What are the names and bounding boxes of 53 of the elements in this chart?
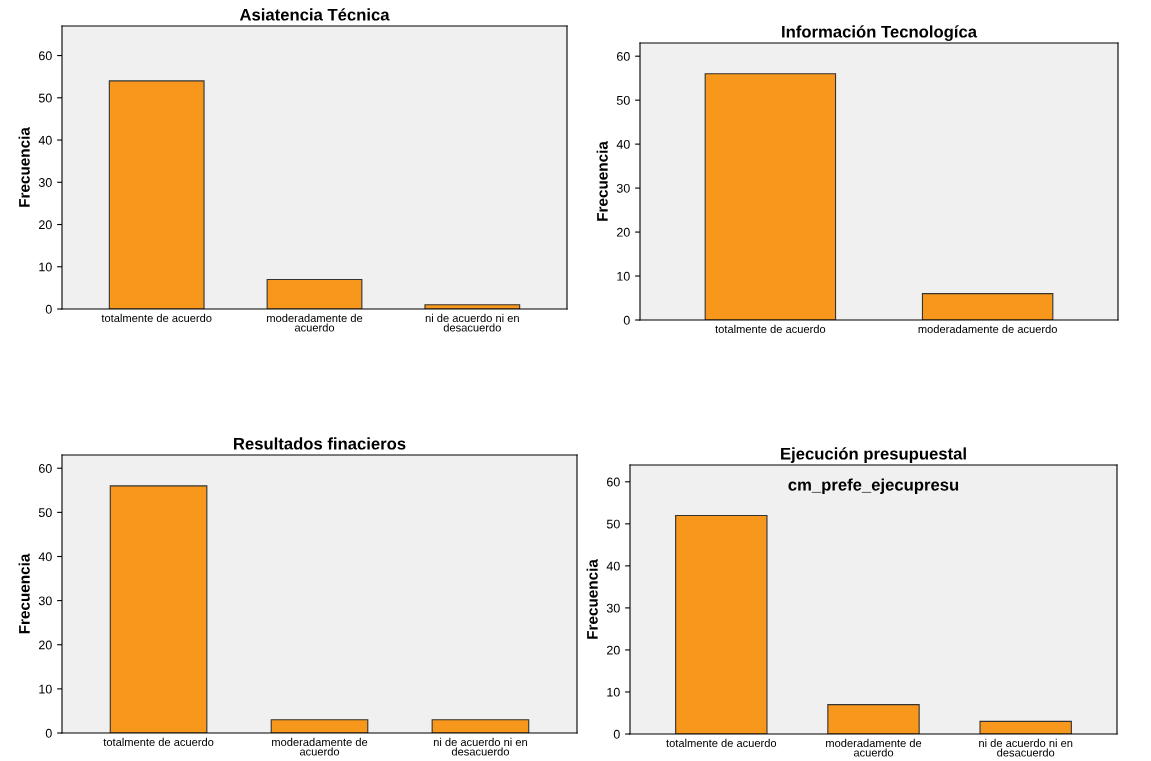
chart-title: Asiatencia Técnica (239, 8, 390, 21)
y-tick-label: 0 (45, 728, 52, 738)
x-tick-label: totalmente de acuerdo (666, 738, 777, 748)
text: cm_prefe_ejecupresu (788, 478, 959, 494)
y-tick-label: 60 (39, 51, 52, 61)
y-tick-label: 10 (39, 262, 52, 272)
y-tick-label: 0 (623, 315, 630, 325)
y-tick-label: 50 (38, 508, 52, 518)
x-tick-label: totalmente de acuerdo (103, 737, 214, 747)
y-tick-label: 0 (613, 729, 620, 739)
y-tick-label: 10 (607, 687, 620, 697)
y-tick-label: 20 (617, 227, 630, 237)
y-tick-label: 40 (616, 139, 630, 149)
y-tick-label: 10 (617, 271, 630, 281)
y-tick-label: 20 (39, 220, 52, 230)
y-tick-label: 50 (38, 93, 52, 103)
y-axis-title: Frecuencia (18, 127, 30, 207)
y-tick-label: 60 (39, 464, 52, 473)
y-tick-label: 60 (617, 51, 630, 61)
chart-title: Ejecución presupuestal (781, 447, 966, 463)
y-tick-label: 40 (38, 552, 52, 562)
y-tick-label: 60 (607, 477, 620, 487)
x-tick-label: totalmente de acuerdo (101, 313, 212, 323)
y-tick-label: 30 (38, 178, 52, 187)
y-tick-label: 30 (606, 603, 620, 613)
x-tick-label: ni de acuerdo ni en desacuerdo (433, 737, 527, 756)
x-tick-label: moderadamente de acuerdo (267, 313, 363, 332)
x-tick-label: ni de acuerdo ni en desacuerdo (979, 738, 1073, 757)
y-tick-label: 0 (45, 304, 52, 314)
y-axis-title: Frecuencia (596, 141, 608, 221)
x-tick-label: totalmente de acuerdo (715, 324, 826, 334)
y-tick-label: 30 (616, 183, 630, 193)
bar (675, 514, 768, 734)
y-tick-label: 20 (607, 645, 620, 655)
x-tick-label: moderadamente de acuerdo (918, 324, 1057, 334)
y-tick-label: 50 (616, 95, 630, 105)
y-tick-label: 10 (39, 684, 52, 694)
bar (827, 704, 920, 734)
y-tick-label: 30 (38, 596, 52, 606)
chart-title: Información Tecnologíca (782, 25, 978, 41)
chart-title: Resultados finacieros (234, 437, 406, 450)
y-tick-label: 50 (606, 519, 620, 529)
y-tick-label: 20 (39, 640, 52, 650)
x-tick-label: moderadamente de acuerdo (272, 737, 368, 756)
bar (108, 80, 205, 309)
x-tick-label: ni de acuerdo ni en desacuerdo (425, 313, 519, 332)
y-tick-label: 40 (38, 135, 52, 145)
y-tick-label: 40 (606, 561, 620, 571)
bar (266, 278, 363, 309)
x-tick-label: moderadamente de acuerdo (826, 738, 922, 757)
y-axis-title: Frecuencia (18, 553, 30, 634)
bar (979, 720, 1072, 734)
y-axis-title: Frecuencia (586, 559, 598, 639)
